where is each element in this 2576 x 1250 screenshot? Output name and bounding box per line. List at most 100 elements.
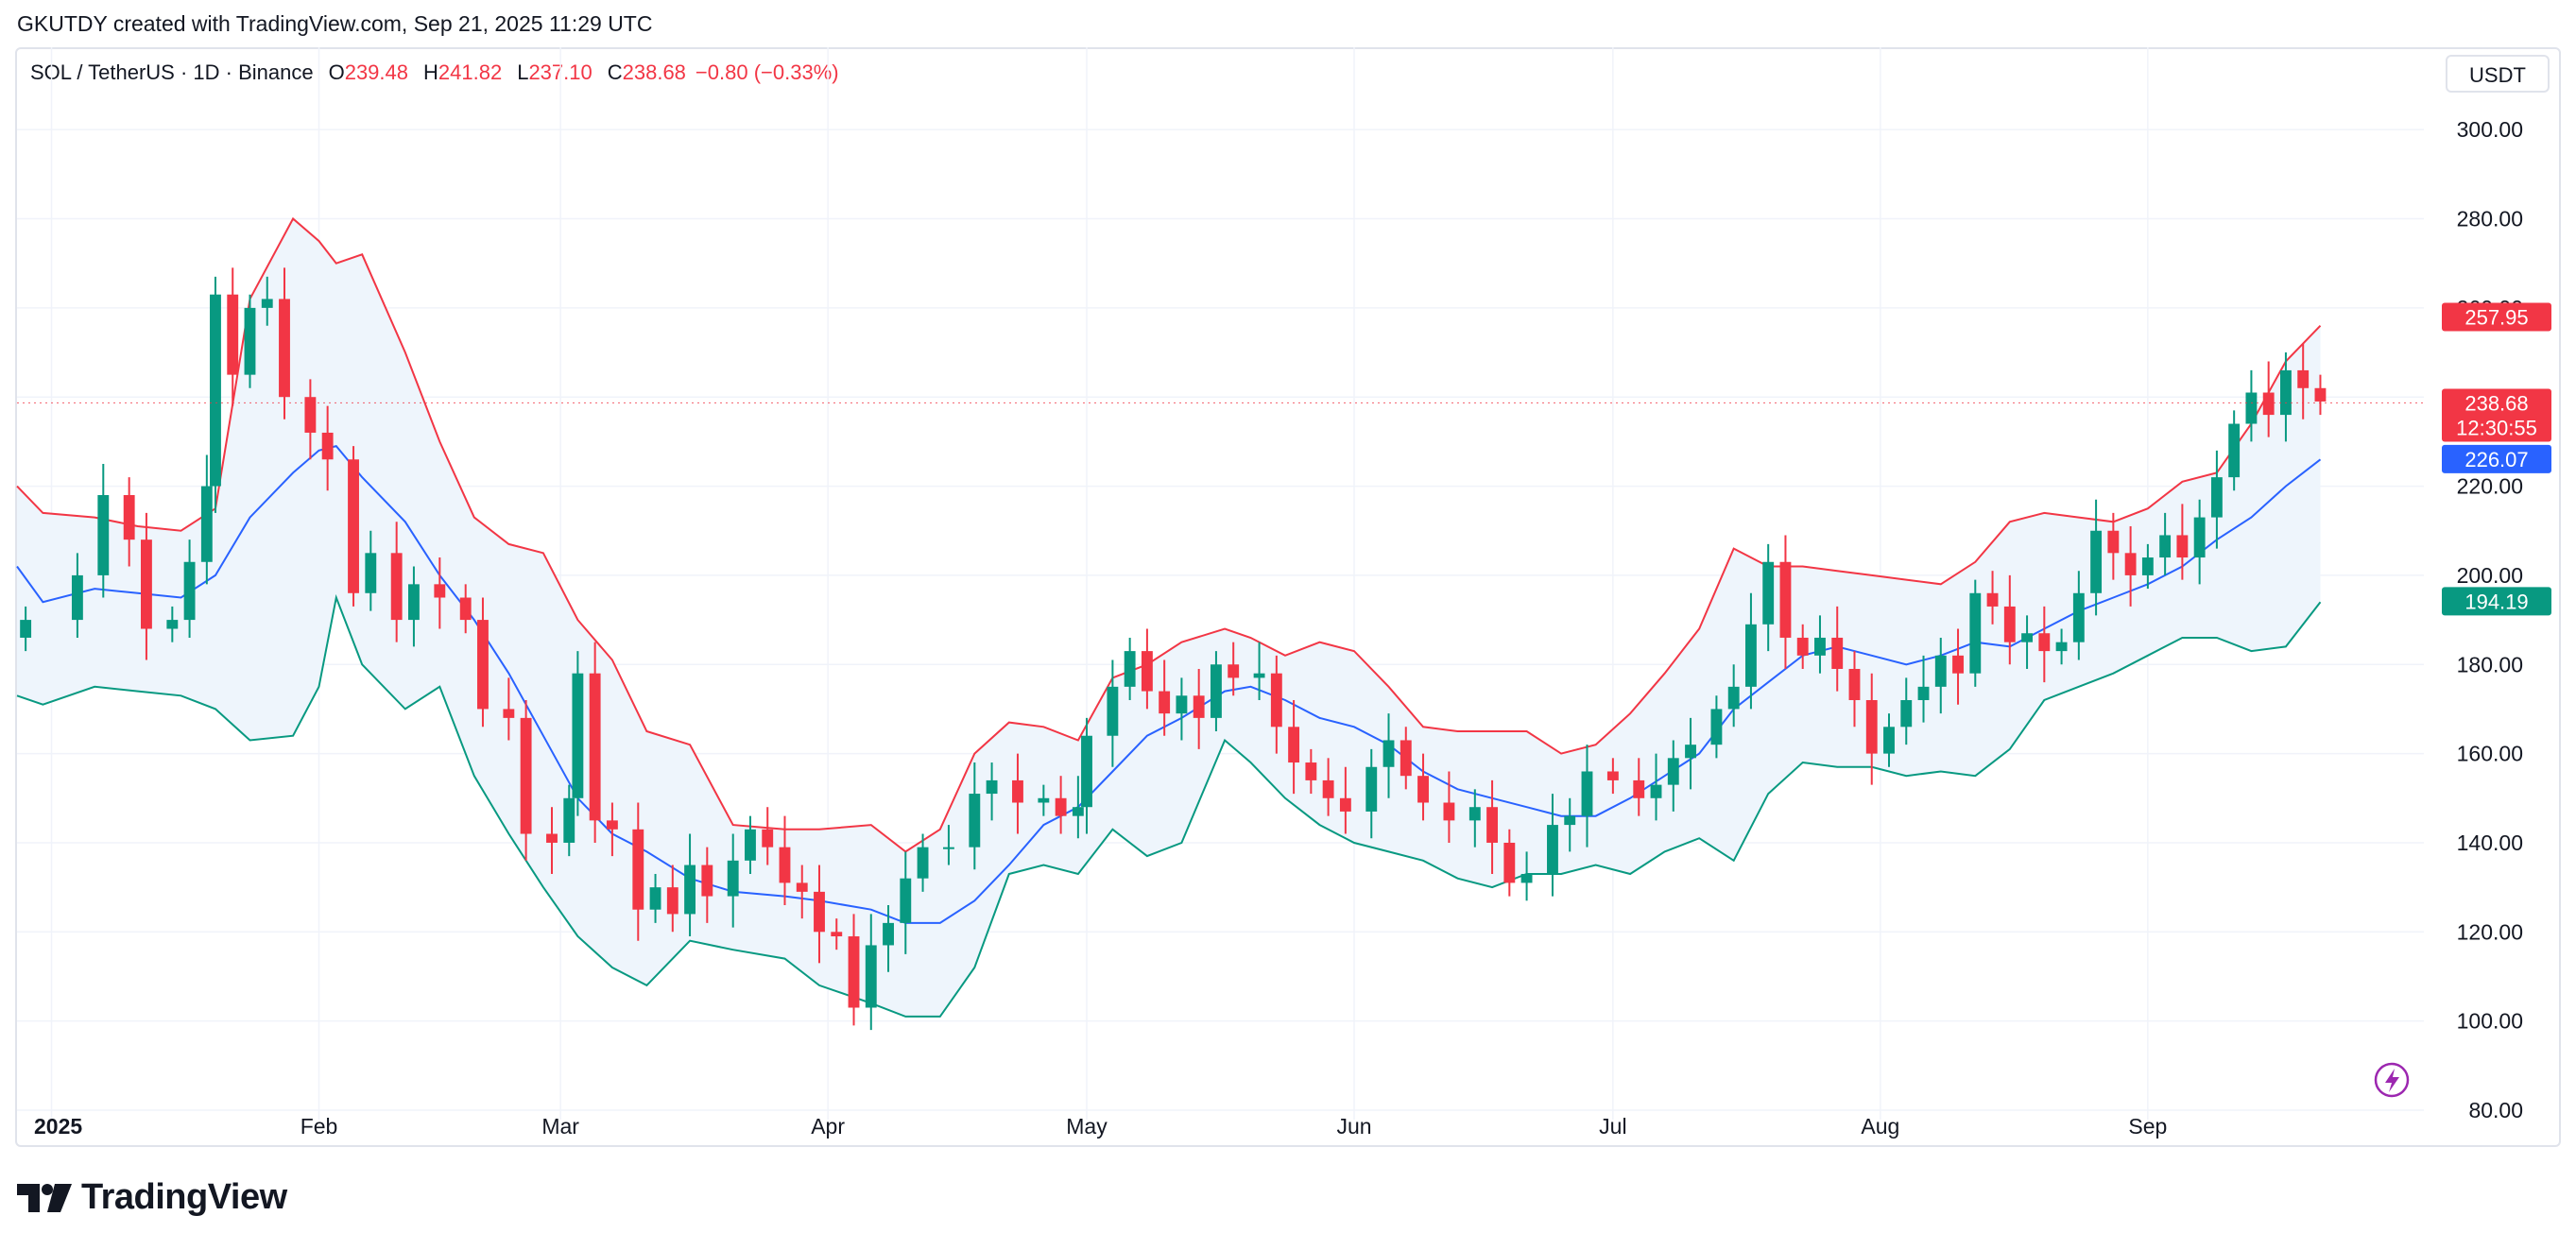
candle-body[interactable]: [589, 673, 601, 821]
candle-body[interactable]: [304, 397, 317, 433]
candle-body[interactable]: [1779, 561, 1792, 638]
candle-body[interactable]: [1727, 686, 1740, 710]
candle-body[interactable]: [606, 820, 618, 830]
candle-body[interactable]: [123, 495, 135, 540]
candle-body[interactable]: [1417, 776, 1429, 803]
candle-body[interactable]: [745, 829, 756, 861]
candle-body[interactable]: [1211, 664, 1222, 718]
candle-body[interactable]: [2003, 606, 2016, 642]
candle-body[interactable]: [2245, 392, 2258, 424]
candle-body[interactable]: [1270, 673, 1282, 728]
candle-body[interactable]: [1141, 651, 1153, 692]
candle-body[interactable]: [2193, 517, 2206, 558]
candle-body[interactable]: [883, 922, 894, 946]
candle-body[interactable]: [2159, 535, 2172, 558]
candle-body[interactable]: [71, 574, 83, 621]
candle-body[interactable]: [1934, 655, 1947, 687]
candle-body[interactable]: [1900, 700, 1913, 728]
candle-body[interactable]: [1365, 766, 1378, 812]
candle-body[interactable]: [279, 299, 290, 398]
candle-body[interactable]: [1193, 695, 1205, 718]
candle-body[interactable]: [2072, 592, 2085, 642]
candle-body[interactable]: [261, 299, 273, 308]
candle-body[interactable]: [503, 709, 515, 718]
brand[interactable]: TradingView: [17, 1177, 287, 1218]
candle-body[interactable]: [1339, 797, 1351, 812]
candle-body[interactable]: [2038, 633, 2051, 652]
candle-body[interactable]: [210, 294, 221, 487]
candle-body[interactable]: [348, 459, 359, 593]
candle-body[interactable]: [986, 779, 998, 795]
candle-body[interactable]: [2228, 423, 2241, 478]
candle-body[interactable]: [814, 891, 825, 933]
candle-body[interactable]: [1606, 771, 1619, 780]
candle-body[interactable]: [1762, 561, 1775, 625]
candle-body[interactable]: [831, 932, 843, 937]
candle-body[interactable]: [459, 597, 472, 621]
candle-body[interactable]: [943, 847, 954, 849]
candle-body[interactable]: [1468, 807, 1481, 821]
candle-body[interactable]: [1667, 758, 1679, 785]
candle-body[interactable]: [1176, 695, 1188, 714]
candle-body[interactable]: [1443, 802, 1455, 821]
candle-body[interactable]: [1796, 637, 1809, 656]
candle-body[interactable]: [684, 865, 696, 915]
candle-body[interactable]: [1547, 825, 1558, 874]
candle-body[interactable]: [2021, 633, 2033, 642]
candle-body[interactable]: [632, 829, 644, 910]
candle-body[interactable]: [1917, 686, 1930, 700]
candle-body[interactable]: [97, 495, 110, 575]
candle-body[interactable]: [1072, 807, 1084, 816]
candle-body[interactable]: [434, 584, 446, 598]
candle-body[interactable]: [2141, 557, 2154, 575]
candle-body[interactable]: [1952, 655, 1964, 674]
candle-body[interactable]: [1012, 779, 1023, 803]
candle-body[interactable]: [2176, 535, 2189, 558]
candle-body[interactable]: [1038, 797, 1050, 803]
candle-body[interactable]: [1650, 784, 1662, 798]
candle-body[interactable]: [2297, 369, 2310, 388]
candle-body[interactable]: [796, 882, 808, 892]
candle-body[interactable]: [321, 432, 334, 460]
candle-body[interactable]: [1107, 686, 1119, 736]
candle-body[interactable]: [520, 717, 532, 834]
candle-body[interactable]: [1848, 668, 1861, 700]
candle-body[interactable]: [227, 294, 239, 375]
candle-body[interactable]: [666, 887, 678, 915]
candle-body[interactable]: [1055, 797, 1067, 816]
candle-body[interactable]: [166, 620, 179, 629]
candle-body[interactable]: [779, 847, 791, 883]
candle-body[interactable]: [546, 833, 558, 843]
candle-body[interactable]: [1969, 592, 1982, 674]
candle-body[interactable]: [390, 553, 403, 621]
candle-body[interactable]: [572, 673, 584, 798]
candle-body[interactable]: [649, 887, 661, 910]
candle-body[interactable]: [1865, 700, 1878, 754]
candle-body[interactable]: [1520, 873, 1533, 883]
candle-body[interactable]: [1081, 735, 1092, 808]
candle-body[interactable]: [727, 860, 739, 897]
candle-body[interactable]: [1581, 771, 1593, 816]
candle-body[interactable]: [365, 553, 377, 593]
candle-body[interactable]: [969, 794, 981, 848]
candle-body[interactable]: [1503, 842, 1516, 883]
candle-body[interactable]: [2107, 530, 2120, 554]
candle-body[interactable]: [1986, 592, 1999, 607]
candle-body[interactable]: [1710, 709, 1723, 745]
candle-body[interactable]: [1883, 727, 1895, 754]
candle-body[interactable]: [2280, 369, 2292, 416]
candle-body[interactable]: [900, 878, 912, 923]
candle-body[interactable]: [2124, 553, 2137, 575]
candle-body[interactable]: [701, 865, 713, 897]
candle-body[interactable]: [1486, 807, 1498, 843]
candle-body[interactable]: [1159, 691, 1171, 714]
candle-body[interactable]: [141, 539, 152, 629]
candle-body[interactable]: [1685, 745, 1696, 759]
candle-body[interactable]: [762, 829, 774, 848]
candle-body[interactable]: [865, 945, 877, 1008]
candle-body[interactable]: [917, 847, 929, 879]
candle-body[interactable]: [2210, 477, 2223, 518]
candle-body[interactable]: [20, 620, 32, 638]
candle-body[interactable]: [1400, 740, 1412, 777]
